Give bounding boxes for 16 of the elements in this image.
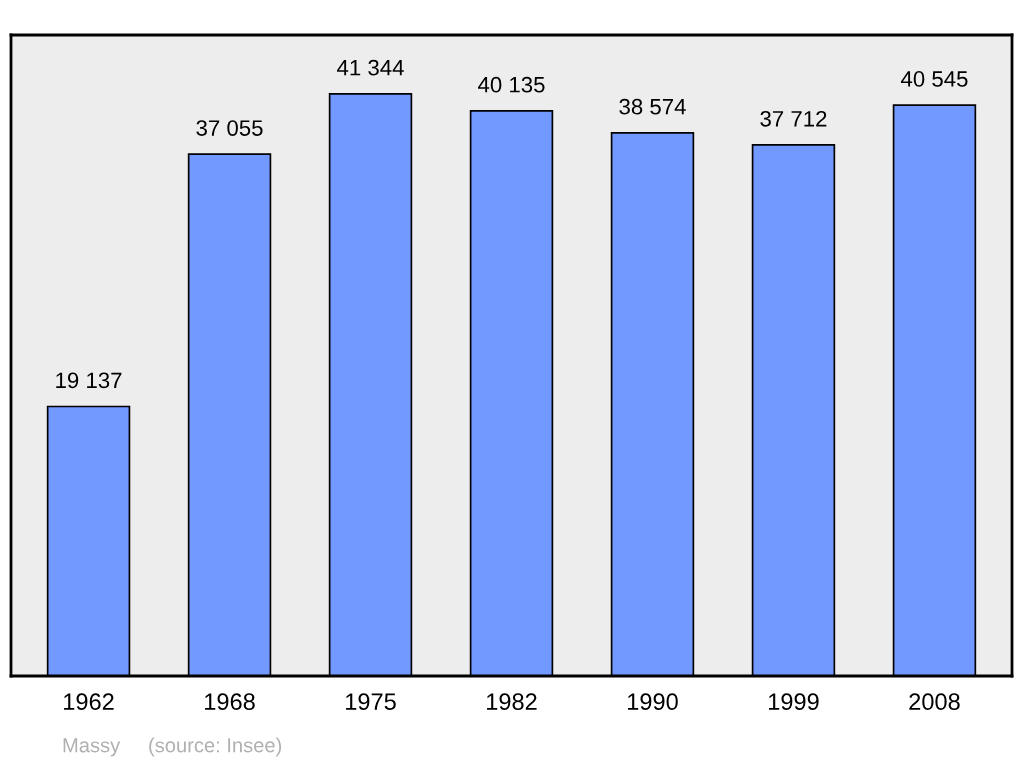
data-label: 19 137 bbox=[56, 372, 122, 389]
data-label: 40 545 bbox=[900, 71, 968, 87]
x-tick-label: 1982 bbox=[487, 693, 537, 711]
x-tick-label: 2008 bbox=[909, 693, 960, 711]
data-label: 41 344 bbox=[337, 59, 404, 76]
data-label: 40 135 bbox=[478, 76, 545, 93]
text: Massy bbox=[63, 738, 121, 757]
x-tick-label: 1999 bbox=[769, 693, 819, 711]
data-label: 38 574 bbox=[619, 98, 686, 115]
data-label: 37 712 bbox=[760, 110, 827, 127]
x-tick-label: 1990 bbox=[628, 693, 678, 711]
x-tick-label: 1968 bbox=[205, 693, 255, 711]
x-tick-label: 1975 bbox=[346, 693, 396, 711]
data-label: 37 055 bbox=[196, 120, 263, 136]
text: (source: Insee) bbox=[149, 737, 282, 757]
x-tick-label: 1962 bbox=[64, 693, 114, 711]
